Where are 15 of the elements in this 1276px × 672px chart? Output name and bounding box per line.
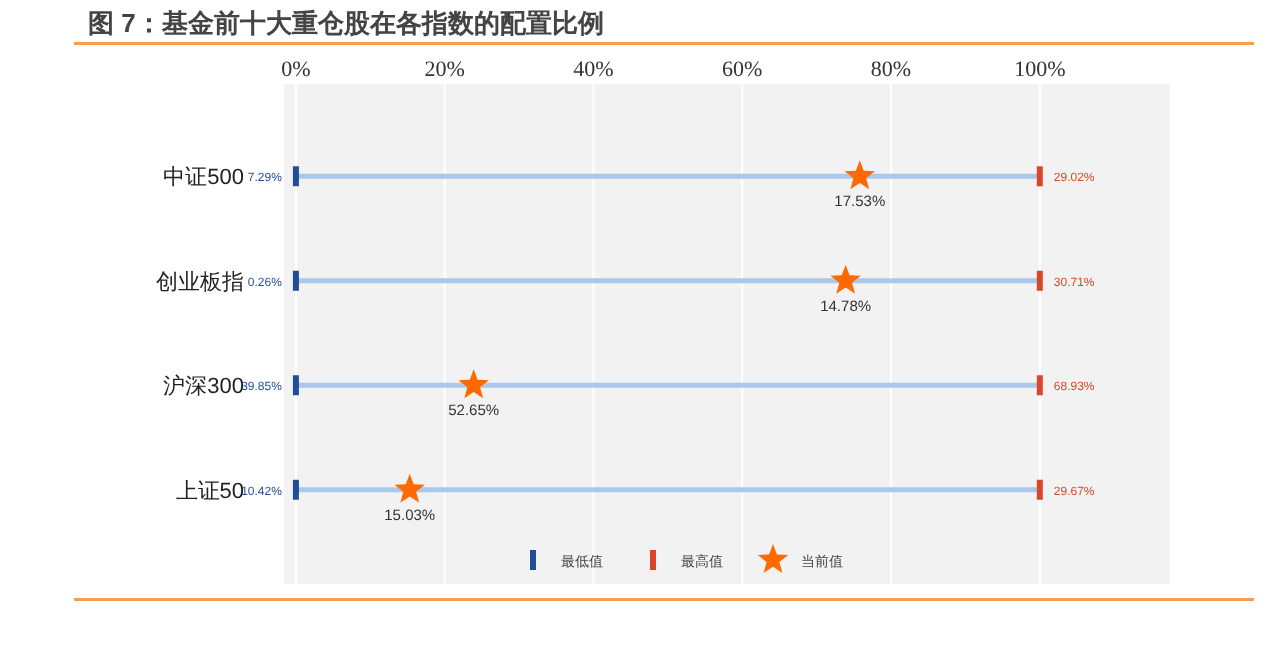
x-tick-label: 40% [573, 58, 614, 82]
x-tick-label: 80% [870, 58, 912, 82]
x-tick-label: 60% [722, 58, 763, 82]
point [844, 160, 875, 190]
point [458, 369, 489, 399]
x-tick-label: 20% [424, 58, 465, 82]
x-tick-label: 100% [1014, 58, 1066, 82]
y-tick-label: 上证50 [175, 477, 244, 504]
y-tick-label: 沪深300 [163, 373, 244, 400]
point [830, 264, 861, 294]
x-tick-label: 0% [281, 58, 311, 82]
point [394, 473, 425, 503]
chart-title: 图 7：基金前十大重仓股在各指数的配置比例 [88, 8, 604, 38]
y-tick-label: 创业板指 [156, 268, 244, 295]
y-tick-label: 中证500 [163, 164, 244, 191]
